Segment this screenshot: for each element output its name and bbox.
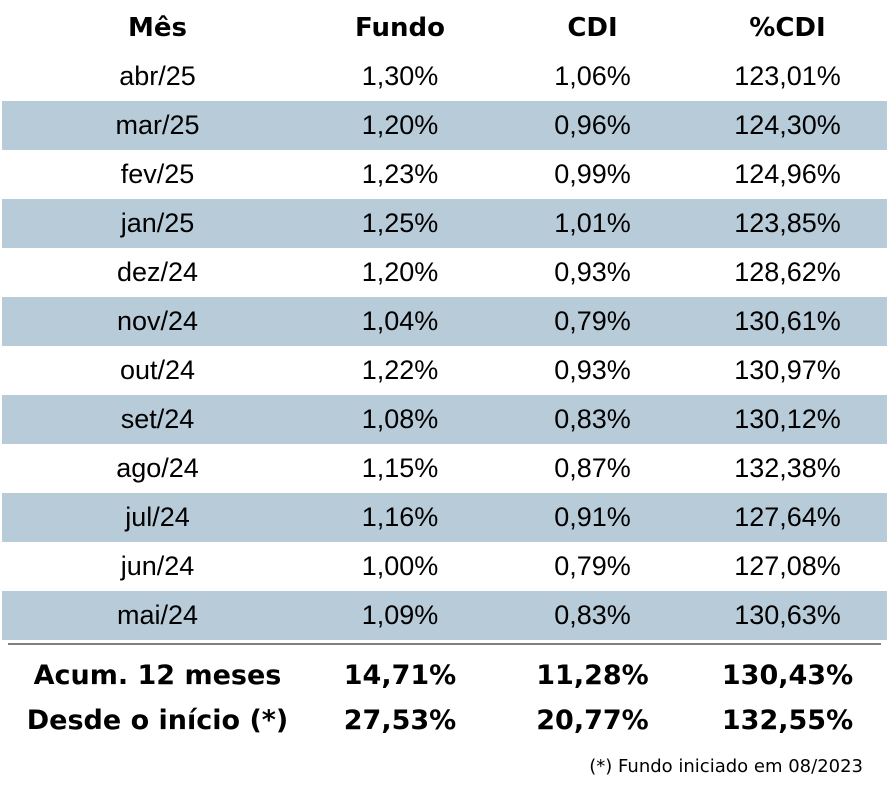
fund-cell: 1,25% [361, 208, 439, 238]
month-cell: jun/24 [120, 551, 195, 581]
pct-cdi-cell: 124,96% [734, 159, 841, 189]
row-band [2, 493, 887, 542]
cdi-cell: 0,87% [554, 453, 631, 483]
table-row: ago/24 1,15% 0,87% 132,38% [0, 444, 889, 493]
cdi-cell: 0,79% [554, 306, 631, 336]
pct-cdi-cell: 130,12% [734, 404, 841, 434]
table-row: mai/24 1,09% 0,83% 130,63% [0, 591, 889, 640]
pct-cdi-cell: 130,61% [734, 306, 841, 336]
table-row: fev/25 1,23% 0,99% 124,96% [0, 150, 889, 199]
fund-cell: 1,15% [361, 453, 439, 483]
summary-cdi: 11,28% [536, 659, 649, 691]
summary-row-since-inception: Desde o início (*) 27,53% 20,77% 132,55% [0, 697, 889, 743]
month-cell: jul/24 [125, 502, 190, 532]
fund-cell: 1,00% [361, 551, 439, 581]
row-band [2, 591, 887, 640]
month-cell: out/24 [119, 355, 196, 385]
pct-cdi-cell: 128,62% [734, 257, 841, 287]
table-row: abr/25 1,30% 1,06% 123,01% [0, 52, 889, 101]
pct-cdi-cell: 127,64% [734, 502, 841, 532]
footnote: (*) Fundo iniciado em 08/2023 [589, 756, 863, 777]
row-band [2, 297, 887, 346]
row-band [2, 101, 887, 150]
cdi-cell: 0,83% [554, 600, 631, 630]
month-cell: mai/24 [116, 600, 199, 630]
fund-cell: 1,04% [361, 306, 439, 336]
table-row: jun/24 1,00% 0,79% 127,08% [0, 542, 889, 591]
cdi-cell: 1,01% [554, 208, 631, 238]
fund-cell: 1,30% [361, 61, 439, 91]
summary-cdi: 20,77% [536, 704, 649, 736]
header-month: Mês [128, 13, 187, 43]
fund-cell: 1,20% [361, 257, 439, 287]
row-band [2, 395, 887, 444]
table-header-row: Mês Fundo CDI %CDI [0, 0, 889, 52]
table-row: jan/25 1,25% 1,01% 123,85% [0, 199, 889, 248]
summary-fund: 14,71% [343, 659, 457, 691]
header-fund: Fundo [355, 13, 445, 43]
cdi-cell: 0,79% [554, 551, 631, 581]
header-cdi: CDI [567, 13, 618, 43]
month-cell: jan/25 [120, 208, 195, 238]
summary-fund: 27,53% [343, 704, 457, 736]
summary-row-12-months: Acum. 12 meses 14,71% 11,28% 130,43% [0, 652, 889, 698]
pct-cdi-cell: 123,85% [734, 208, 841, 238]
month-cell: ago/24 [116, 453, 199, 483]
pct-cdi-cell: 132,38% [734, 453, 841, 483]
month-cell: set/24 [120, 404, 195, 434]
returns-table: Mês Fundo CDI %CDI abr/25 1,30% 1,06% 12… [0, 0, 889, 640]
cdi-cell: 0,93% [554, 257, 631, 287]
summary-pct-cdi: 132,55% [721, 704, 854, 736]
month-cell: nov/24 [116, 306, 199, 336]
fund-cell: 1,16% [361, 502, 439, 532]
row-band [2, 199, 887, 248]
cdi-cell: 0,96% [554, 110, 631, 140]
pct-cdi-cell: 130,97% [734, 355, 841, 385]
cdi-cell: 0,83% [554, 404, 631, 434]
fund-cell: 1,23% [361, 159, 439, 189]
pct-cdi-cell: 124,30% [734, 110, 841, 140]
fund-cell: 1,08% [361, 404, 439, 434]
table-row: out/24 1,22% 0,93% 130,97% [0, 346, 889, 395]
table-row: mar/25 1,20% 0,96% 124,30% [0, 101, 889, 150]
table-row: jul/24 1,16% 0,91% 127,64% [0, 493, 889, 542]
pct-cdi-cell: 127,08% [734, 551, 841, 581]
table-row: dez/24 1,20% 0,93% 128,62% [0, 248, 889, 297]
month-cell: fev/25 [120, 159, 195, 189]
fund-cell: 1,20% [361, 110, 439, 140]
month-cell: mar/25 [115, 110, 200, 140]
summary-divider [8, 643, 881, 645]
table-row: nov/24 1,04% 0,79% 130,61% [0, 297, 889, 346]
cdi-cell: 1,06% [554, 61, 631, 91]
pct-cdi-cell: 123,01% [734, 61, 841, 91]
header-pct-cdi: %CDI [749, 13, 826, 43]
summary-label: Acum. 12 meses [33, 659, 282, 691]
fund-cell: 1,22% [361, 355, 439, 385]
cdi-cell: 0,91% [554, 502, 631, 532]
month-cell: abr/25 [119, 61, 196, 91]
table-row: set/24 1,08% 0,83% 130,12% [0, 395, 889, 444]
cdi-cell: 0,99% [554, 159, 631, 189]
summary-label: Desde o início (*) [26, 704, 289, 736]
summary-pct-cdi: 130,43% [721, 659, 854, 691]
fund-cell: 1,09% [361, 600, 439, 630]
pct-cdi-cell: 130,63% [734, 600, 841, 630]
month-cell: dez/24 [116, 257, 199, 287]
cdi-cell: 0,93% [554, 355, 631, 385]
